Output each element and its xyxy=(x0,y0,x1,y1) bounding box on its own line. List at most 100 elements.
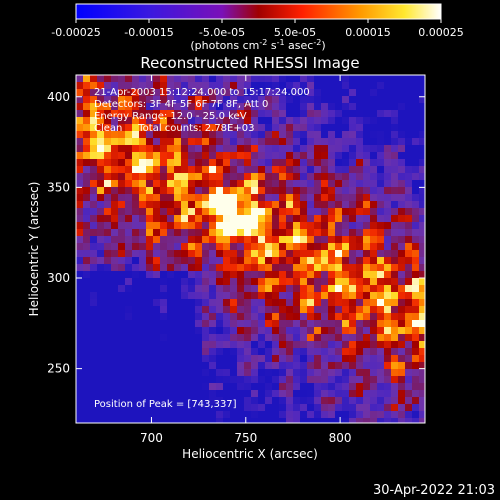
heatmap-cell xyxy=(293,306,301,314)
heatmap-cell xyxy=(419,327,425,335)
heatmap-cell xyxy=(76,82,84,90)
heatmap-cell xyxy=(328,138,336,146)
heatmap-cell xyxy=(216,355,224,363)
heatmap-cell xyxy=(377,243,385,251)
heatmap-cell xyxy=(272,383,280,391)
heatmap-cell xyxy=(307,138,315,146)
heatmap-cell xyxy=(237,89,245,97)
heatmap-cell xyxy=(153,75,161,83)
heatmap-cell xyxy=(314,271,322,279)
heatmap-cell xyxy=(272,173,280,181)
heatmap-cell xyxy=(405,222,413,230)
heatmap-cell xyxy=(251,411,259,419)
heatmap-cell xyxy=(83,327,91,335)
heatmap-cell xyxy=(272,194,280,202)
heatmap-cell xyxy=(90,103,98,111)
heatmap-cell xyxy=(90,383,98,391)
heatmap-cell xyxy=(118,285,126,293)
heatmap-cell xyxy=(363,320,371,328)
heatmap-cell xyxy=(307,187,315,195)
heatmap-cell xyxy=(83,348,91,356)
heatmap-cell xyxy=(188,397,196,405)
heatmap-cell xyxy=(293,320,301,328)
heatmap-cell xyxy=(188,180,196,188)
heatmap-cell xyxy=(398,362,406,370)
heatmap-cell xyxy=(286,215,294,223)
heatmap-cell xyxy=(125,201,133,209)
heatmap-cell xyxy=(314,173,322,181)
heatmap-cell xyxy=(244,166,252,174)
heatmap-cell xyxy=(195,292,203,300)
heatmap-cell xyxy=(237,229,245,237)
heatmap-cell xyxy=(349,355,357,363)
heatmap-cell xyxy=(307,124,315,132)
heatmap-cell xyxy=(216,313,224,321)
heatmap-cell xyxy=(342,222,350,230)
heatmap-cell xyxy=(328,320,336,328)
annotation-peak: Position of Peak = [743,337] xyxy=(94,399,237,410)
heatmap-cell xyxy=(195,89,203,97)
heatmap-cell xyxy=(111,82,119,90)
heatmap-cell xyxy=(412,89,420,97)
heatmap-cell xyxy=(300,208,308,216)
heatmap-cell xyxy=(181,236,189,244)
heatmap-cell xyxy=(251,390,259,398)
heatmap-cell xyxy=(363,236,371,244)
heatmap-cell xyxy=(398,215,406,223)
heatmap-cell xyxy=(181,369,189,377)
heatmap-cell xyxy=(265,159,273,167)
heatmap-cell xyxy=(167,201,175,209)
heatmap-cell xyxy=(174,187,182,195)
heatmap-cell xyxy=(286,110,294,118)
heatmap-cell xyxy=(279,82,287,90)
heatmap-cell xyxy=(132,397,140,405)
heatmap-cell xyxy=(216,208,224,216)
heatmap-cell xyxy=(321,306,329,314)
heatmap-cell xyxy=(300,82,308,90)
heatmap-cell xyxy=(300,180,308,188)
heatmap-cell xyxy=(216,145,224,153)
heatmap-cell xyxy=(370,390,378,398)
heatmap-cell xyxy=(405,75,413,83)
heatmap-cell xyxy=(167,124,175,132)
heatmap-cell xyxy=(286,306,294,314)
heatmap-cell xyxy=(167,82,175,90)
heatmap-cell xyxy=(167,299,175,307)
heatmap-cell xyxy=(391,187,399,195)
heatmap-cell xyxy=(223,166,231,174)
heatmap-cell xyxy=(377,159,385,167)
heatmap-cell xyxy=(111,397,119,405)
heatmap-cell xyxy=(174,166,182,174)
heatmap-cell xyxy=(132,348,140,356)
heatmap-cell xyxy=(76,278,84,286)
heatmap-cell xyxy=(160,257,168,265)
heatmap-cell xyxy=(132,383,140,391)
heatmap-cell xyxy=(272,390,280,398)
heatmap-cell xyxy=(118,348,126,356)
heatmap-cell xyxy=(377,173,385,181)
heatmap-cell xyxy=(188,201,196,209)
heatmap-cell xyxy=(258,320,266,328)
heatmap-cell xyxy=(391,145,399,153)
heatmap-cell xyxy=(244,229,252,237)
heatmap-cell xyxy=(230,348,238,356)
heatmap-cell xyxy=(97,285,105,293)
heatmap-cell xyxy=(258,348,266,356)
heatmap-cell xyxy=(195,201,203,209)
heatmap-cell xyxy=(384,390,392,398)
heatmap-cell xyxy=(139,229,147,237)
heatmap-cell xyxy=(104,173,112,181)
heatmap-cell xyxy=(223,418,231,423)
heatmap-cell xyxy=(370,194,378,202)
heatmap-cell xyxy=(104,152,112,160)
colorbar-tick-label: -5.0e-05 xyxy=(199,26,245,39)
heatmap-cell xyxy=(97,271,105,279)
heatmap-cell xyxy=(265,390,273,398)
heatmap-cell xyxy=(363,404,371,412)
heatmap-cell xyxy=(286,285,294,293)
heatmap-cell xyxy=(258,341,266,349)
heatmap-cell xyxy=(300,341,308,349)
heatmap-cell xyxy=(104,208,112,216)
chart-title: Reconstructed RHESSI Image xyxy=(140,54,359,72)
heatmap-cell xyxy=(216,152,224,160)
